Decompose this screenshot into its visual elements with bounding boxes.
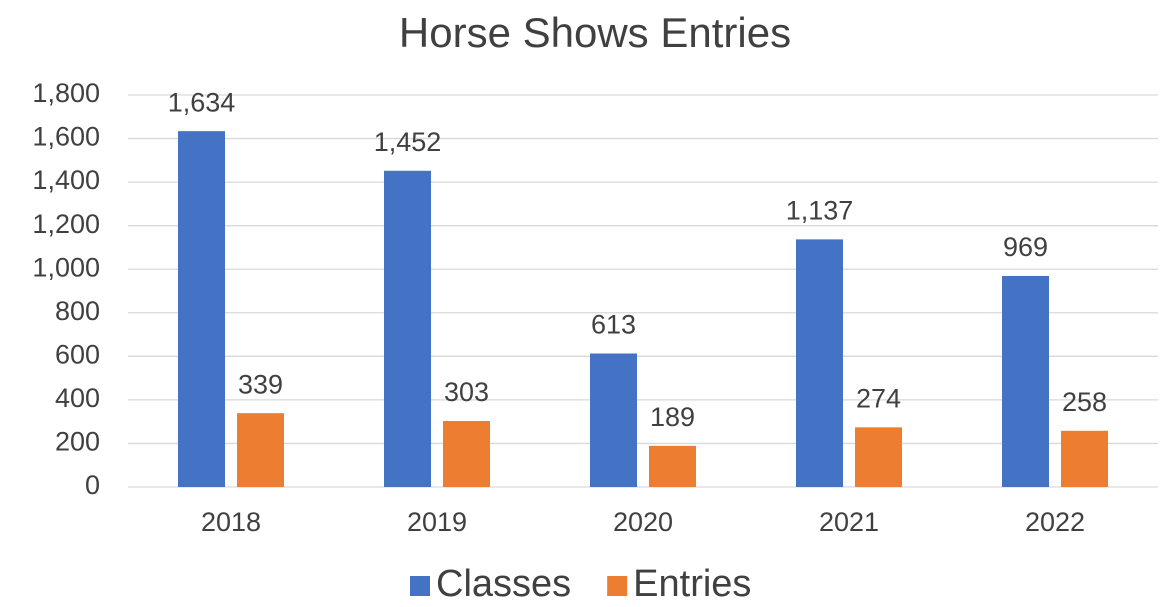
- y-tick-label: 200: [55, 427, 100, 457]
- x-tick-label: 2018: [201, 507, 261, 537]
- data-label: 613: [591, 310, 636, 340]
- bar: [855, 427, 902, 487]
- y-tick-label: 1,800: [32, 78, 100, 108]
- data-label: 1,634: [168, 87, 236, 117]
- bar: [237, 413, 284, 487]
- y-tick-label: 400: [55, 383, 100, 413]
- legend-label: Entries: [633, 563, 751, 605]
- data-label: 303: [444, 377, 489, 407]
- data-label: 1,137: [786, 196, 854, 226]
- bar: [1061, 430, 1108, 487]
- data-label: 258: [1062, 387, 1107, 417]
- y-tick-label: 1,600: [32, 122, 100, 152]
- legend-swatch: [607, 576, 628, 596]
- data-label: 189: [650, 402, 695, 432]
- y-tick-label: 0: [85, 470, 100, 500]
- legend-swatch: [410, 576, 430, 596]
- bar: [1002, 275, 1049, 487]
- y-tick-label: 1,200: [32, 209, 100, 239]
- bar: [590, 353, 637, 487]
- data-label: 274: [856, 383, 901, 413]
- data-label: 339: [238, 369, 283, 399]
- data-label: 1,452: [374, 127, 442, 157]
- bar: [384, 170, 431, 487]
- legend-label: Classes: [436, 563, 571, 605]
- y-tick-label: 600: [55, 339, 100, 369]
- y-tick-label: 800: [55, 296, 100, 326]
- x-tick-label: 2021: [819, 507, 879, 537]
- chart-title: Horse Shows Entries: [399, 9, 791, 56]
- bar: [443, 421, 490, 487]
- x-tick-label: 2022: [1025, 507, 1085, 537]
- x-tick-label: 2020: [613, 507, 673, 537]
- y-tick-label: 1,400: [32, 165, 100, 195]
- bar: [178, 131, 225, 487]
- bar: [796, 239, 843, 487]
- bar: [649, 445, 696, 487]
- x-tick-label: 2019: [407, 507, 467, 537]
- y-tick-label: 1,000: [32, 252, 100, 282]
- data-label: 969: [1003, 232, 1048, 262]
